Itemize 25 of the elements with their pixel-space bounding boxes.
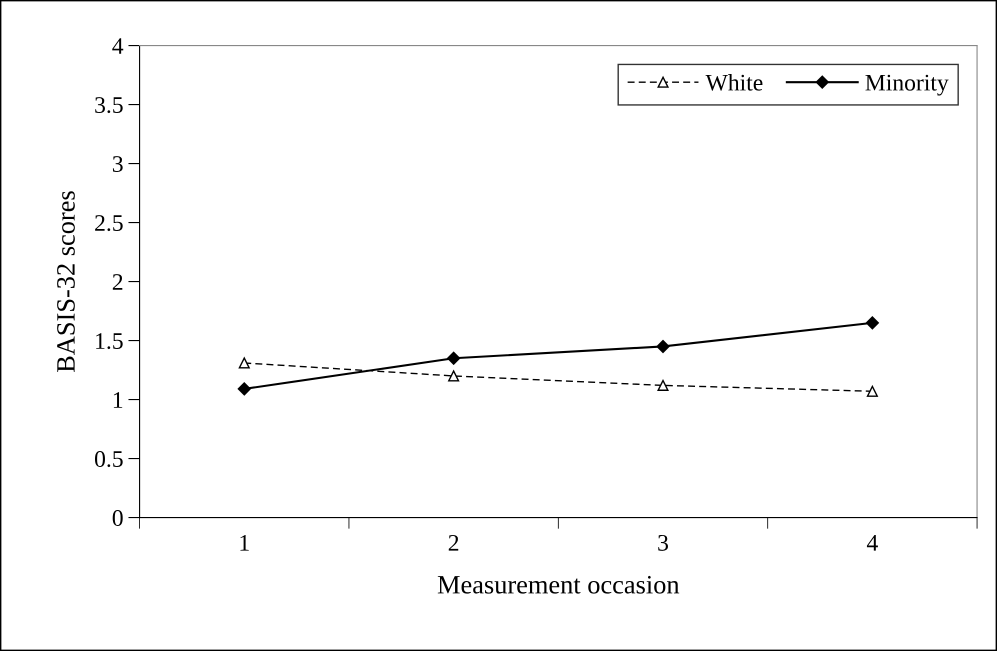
y-tick-label: 2.5 bbox=[95, 215, 123, 232]
x-axis-title: Measurement occasion bbox=[438, 576, 680, 594]
y-tick-label: 1.5 bbox=[96, 333, 123, 350]
y-tick-label: 2 bbox=[112, 274, 122, 290]
y-tick-label: 1 bbox=[114, 392, 122, 408]
x-tick-label: 3 bbox=[658, 534, 668, 551]
y-axis-title: BASIS-32 scores bbox=[57, 191, 75, 372]
point bbox=[448, 370, 460, 382]
y-tick-label: 3 bbox=[112, 156, 123, 172]
point bbox=[238, 357, 250, 369]
y-tick-label: 3.5 bbox=[95, 97, 123, 114]
point bbox=[657, 380, 669, 391]
point bbox=[866, 316, 879, 330]
y-tick-label: 0 bbox=[112, 510, 123, 526]
point bbox=[656, 340, 670, 354]
y-tick-label: 0.5 bbox=[94, 451, 123, 468]
x-tick-label: 4 bbox=[866, 535, 878, 551]
y-tick-label: 4 bbox=[112, 38, 124, 54]
point bbox=[866, 386, 878, 397]
x-tick-label: 2 bbox=[448, 534, 458, 551]
x-tick-label: 1 bbox=[240, 535, 249, 551]
legend-label: White bbox=[706, 74, 762, 91]
point bbox=[447, 352, 460, 365]
legend-label: Minority bbox=[865, 74, 949, 96]
point bbox=[238, 382, 251, 396]
